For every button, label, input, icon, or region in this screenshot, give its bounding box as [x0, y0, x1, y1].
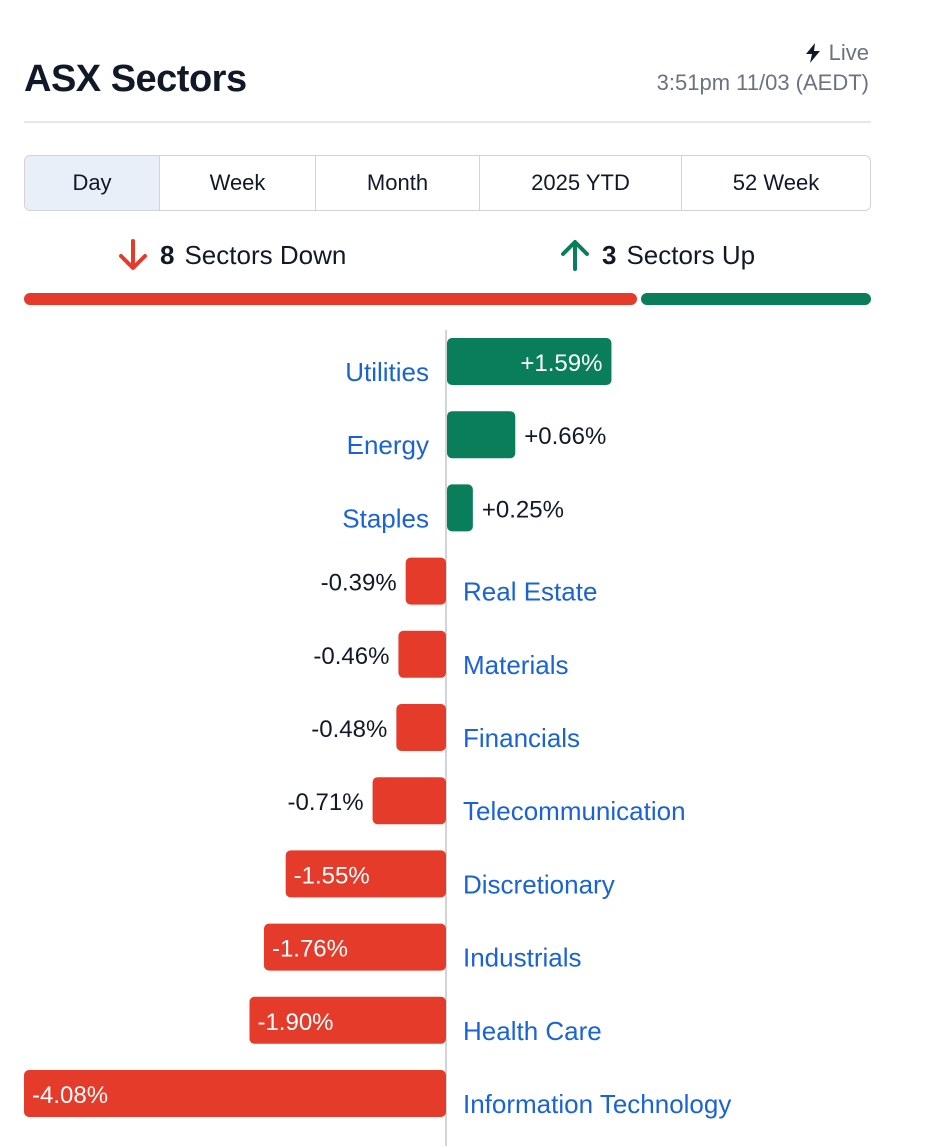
- bar-utilities: [447, 338, 612, 385]
- bar-real-estate: [405, 557, 446, 605]
- sector-link-utilities[interactable]: Utilities: [345, 357, 429, 387]
- value-label-energy: +0.66%: [524, 423, 606, 450]
- page-title: ASX Sectors: [24, 58, 247, 100]
- sector-link-health-care[interactable]: Health Care: [463, 1016, 602, 1046]
- breadth-bar-up: [641, 293, 871, 305]
- value-label-telecommunication: -0.71%: [288, 789, 364, 816]
- period-tabs: Day Week Month 2025 YTD 52 Week: [24, 155, 871, 211]
- bar-industrials: [263, 923, 446, 971]
- bar-materials: [398, 630, 446, 678]
- live-indicator: Live: [805, 40, 869, 66]
- sector-link-materials[interactable]: Materials: [463, 650, 568, 680]
- arrow-down-icon: [119, 239, 147, 270]
- value-label-discretionary: -1.55%: [294, 862, 370, 889]
- sector-link-financials[interactable]: Financials: [463, 723, 580, 753]
- lightning-icon: [805, 43, 820, 63]
- tab-2025-ytd[interactable]: 2025 YTD: [480, 156, 682, 210]
- bar-telecommunication: [372, 777, 446, 825]
- breadth-bar-down: [24, 293, 637, 305]
- sectors-up-summary: 3 Sectors Up: [558, 238, 755, 272]
- live-label: Live: [828, 40, 869, 65]
- sector-link-discretionary[interactable]: Discretionary: [463, 869, 615, 899]
- timestamp: 3:51pm 11/03 (AEDT): [656, 70, 869, 95]
- tab-week[interactable]: Week: [160, 156, 316, 210]
- sectors-up-label: Sectors Up: [626, 239, 756, 270]
- tab-month[interactable]: Month: [316, 156, 480, 210]
- bar-financials: [396, 704, 446, 751]
- sector-link-industrials[interactable]: Industrials: [463, 943, 582, 973]
- sector-link-energy[interactable]: Energy: [347, 430, 429, 460]
- tab-day[interactable]: Day: [25, 156, 160, 210]
- arrow-up-icon: [561, 240, 589, 271]
- value-label-utilities: +1.59%: [520, 350, 602, 377]
- value-label-materials: -0.46%: [313, 643, 389, 670]
- bar-staples: [447, 484, 473, 532]
- value-label-industrials: -1.76%: [272, 936, 348, 963]
- header-divider: [24, 121, 871, 123]
- sector-link-real-estate[interactable]: Real Estate: [463, 577, 597, 607]
- sectors-down-summary: 8 Sectors Down: [116, 238, 346, 272]
- value-label-staples: +0.25%: [482, 496, 564, 523]
- tab-52-week[interactable]: 52 Week: [732, 170, 820, 195]
- sectors-down-count: 8: [160, 239, 175, 270]
- sector-link-staples[interactable]: Staples: [342, 503, 429, 533]
- bar-information-technology: [24, 1070, 446, 1117]
- bar-discretionary: [285, 850, 446, 898]
- bar-health-care: [249, 996, 446, 1044]
- sectors-down-label: Sectors Down: [184, 239, 347, 270]
- value-label-financials: -0.48%: [311, 716, 387, 743]
- sectors-up-count: 3: [602, 239, 617, 270]
- value-label-real-estate: -0.39%: [321, 570, 397, 597]
- sector-link-telecommunication[interactable]: Telecommunication: [463, 796, 686, 826]
- value-label-information-technology: -4.08%: [32, 1082, 108, 1109]
- sector-link-information-technology[interactable]: Information Technology: [463, 1089, 731, 1119]
- value-label-health-care: -1.90%: [257, 1009, 333, 1036]
- bar-energy: [447, 411, 516, 459]
